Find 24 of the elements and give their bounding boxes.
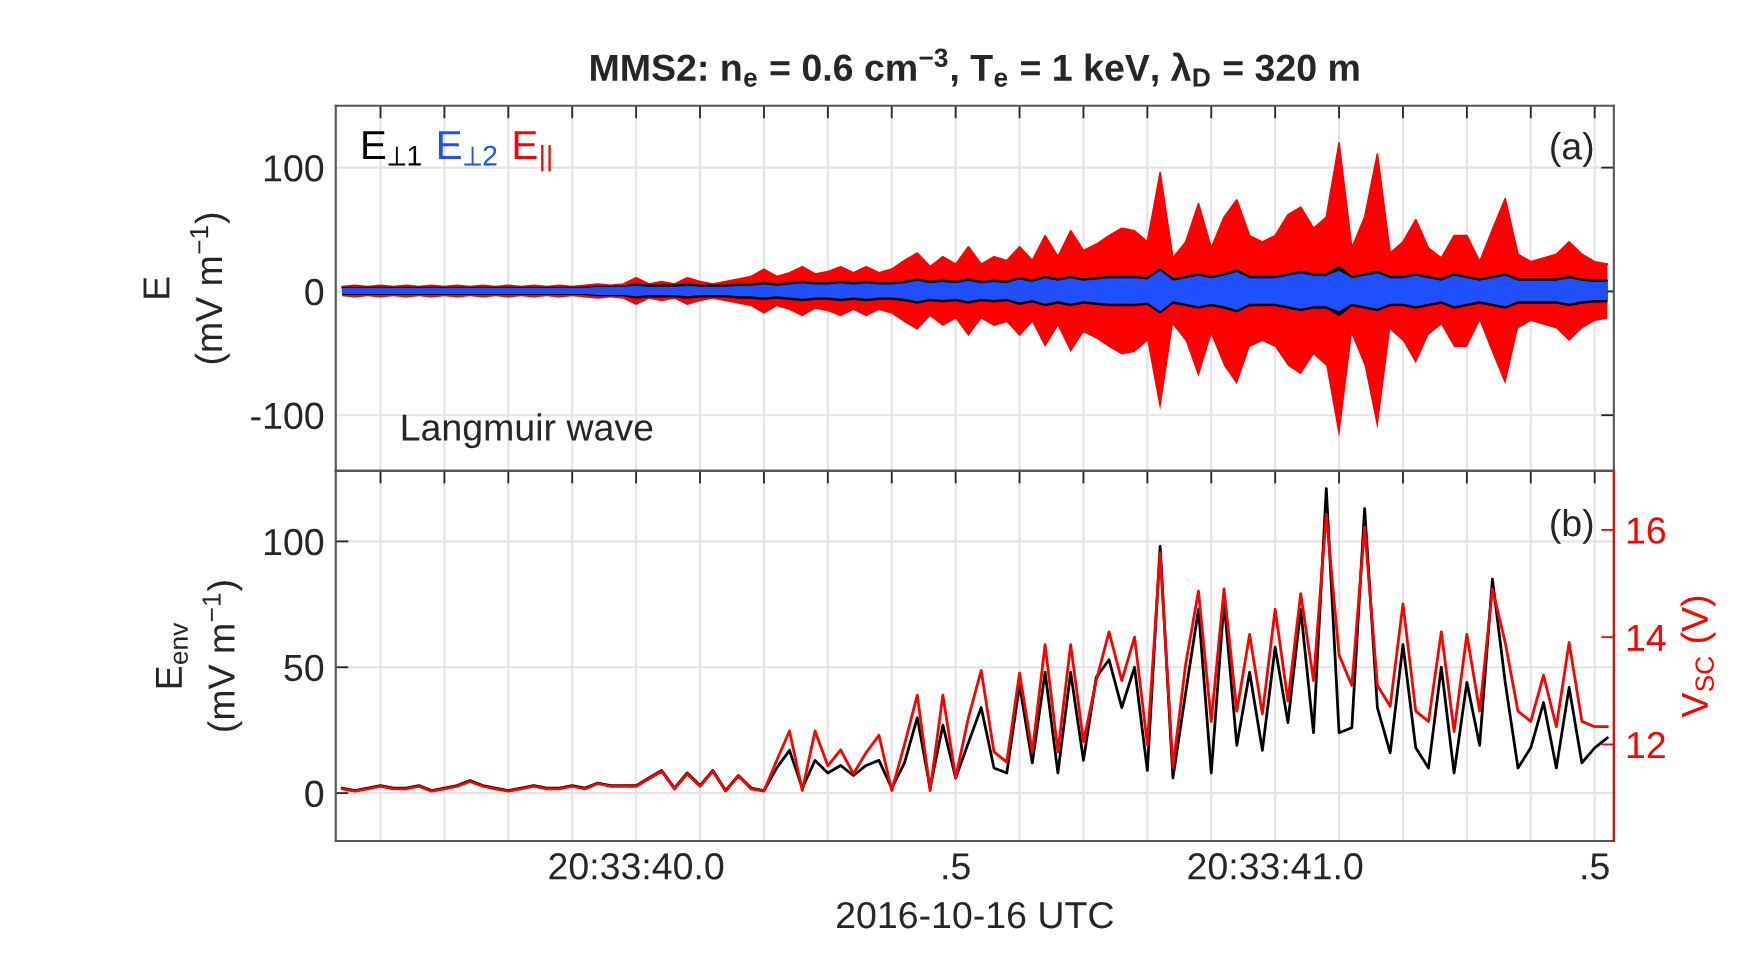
- text: E$_{⊥1}$: [363, 131, 421, 166]
- y-tick-label: 0: [305, 278, 324, 306]
- y-tick-label: 100: [264, 155, 324, 182]
- y-tick-label: 0: [305, 780, 324, 808]
- x-tick-label: .5: [943, 853, 970, 880]
- annotation: (a): [1551, 132, 1593, 168]
- annotation: (b): [1551, 508, 1593, 544]
- x-tick-label: 20:33:41.0: [1188, 853, 1363, 880]
- x-tick-label: 20:33:40.0: [549, 853, 724, 880]
- y-tick-label: 100: [264, 528, 324, 556]
- y-axis-title: E (mV m$^{−1}$): [143, 213, 230, 364]
- x-axis-title: 2016-10-16 UTC: [837, 901, 1114, 929]
- annotation: Langmuir wave: [402, 413, 653, 449]
- chart-title: MMS2: n$_{e}$ = 0.6 cm$^{−3}$, T$_{e}$ = 1 keV, λ$_{D}$ = 320 m: [591, 48, 1359, 87]
- y2-tick-label: 16: [1627, 517, 1666, 544]
- y2-tick-label: 12: [1627, 731, 1665, 759]
- y2-axis-title: V$_{SC}$ (V): [1680, 596, 1716, 718]
- text: E$_{||}$: [514, 131, 551, 172]
- y-axis-title: E$_{env}$ (mV m$^{−1}$): [155, 581, 243, 731]
- x-tick-label: .5: [1582, 853, 1609, 880]
- y-tick-label: 50: [284, 654, 324, 682]
- y2-tick-label: 14: [1627, 624, 1666, 651]
- text: E$_{⊥2}$: [438, 131, 497, 166]
- y-tick-label: -100: [251, 402, 324, 430]
